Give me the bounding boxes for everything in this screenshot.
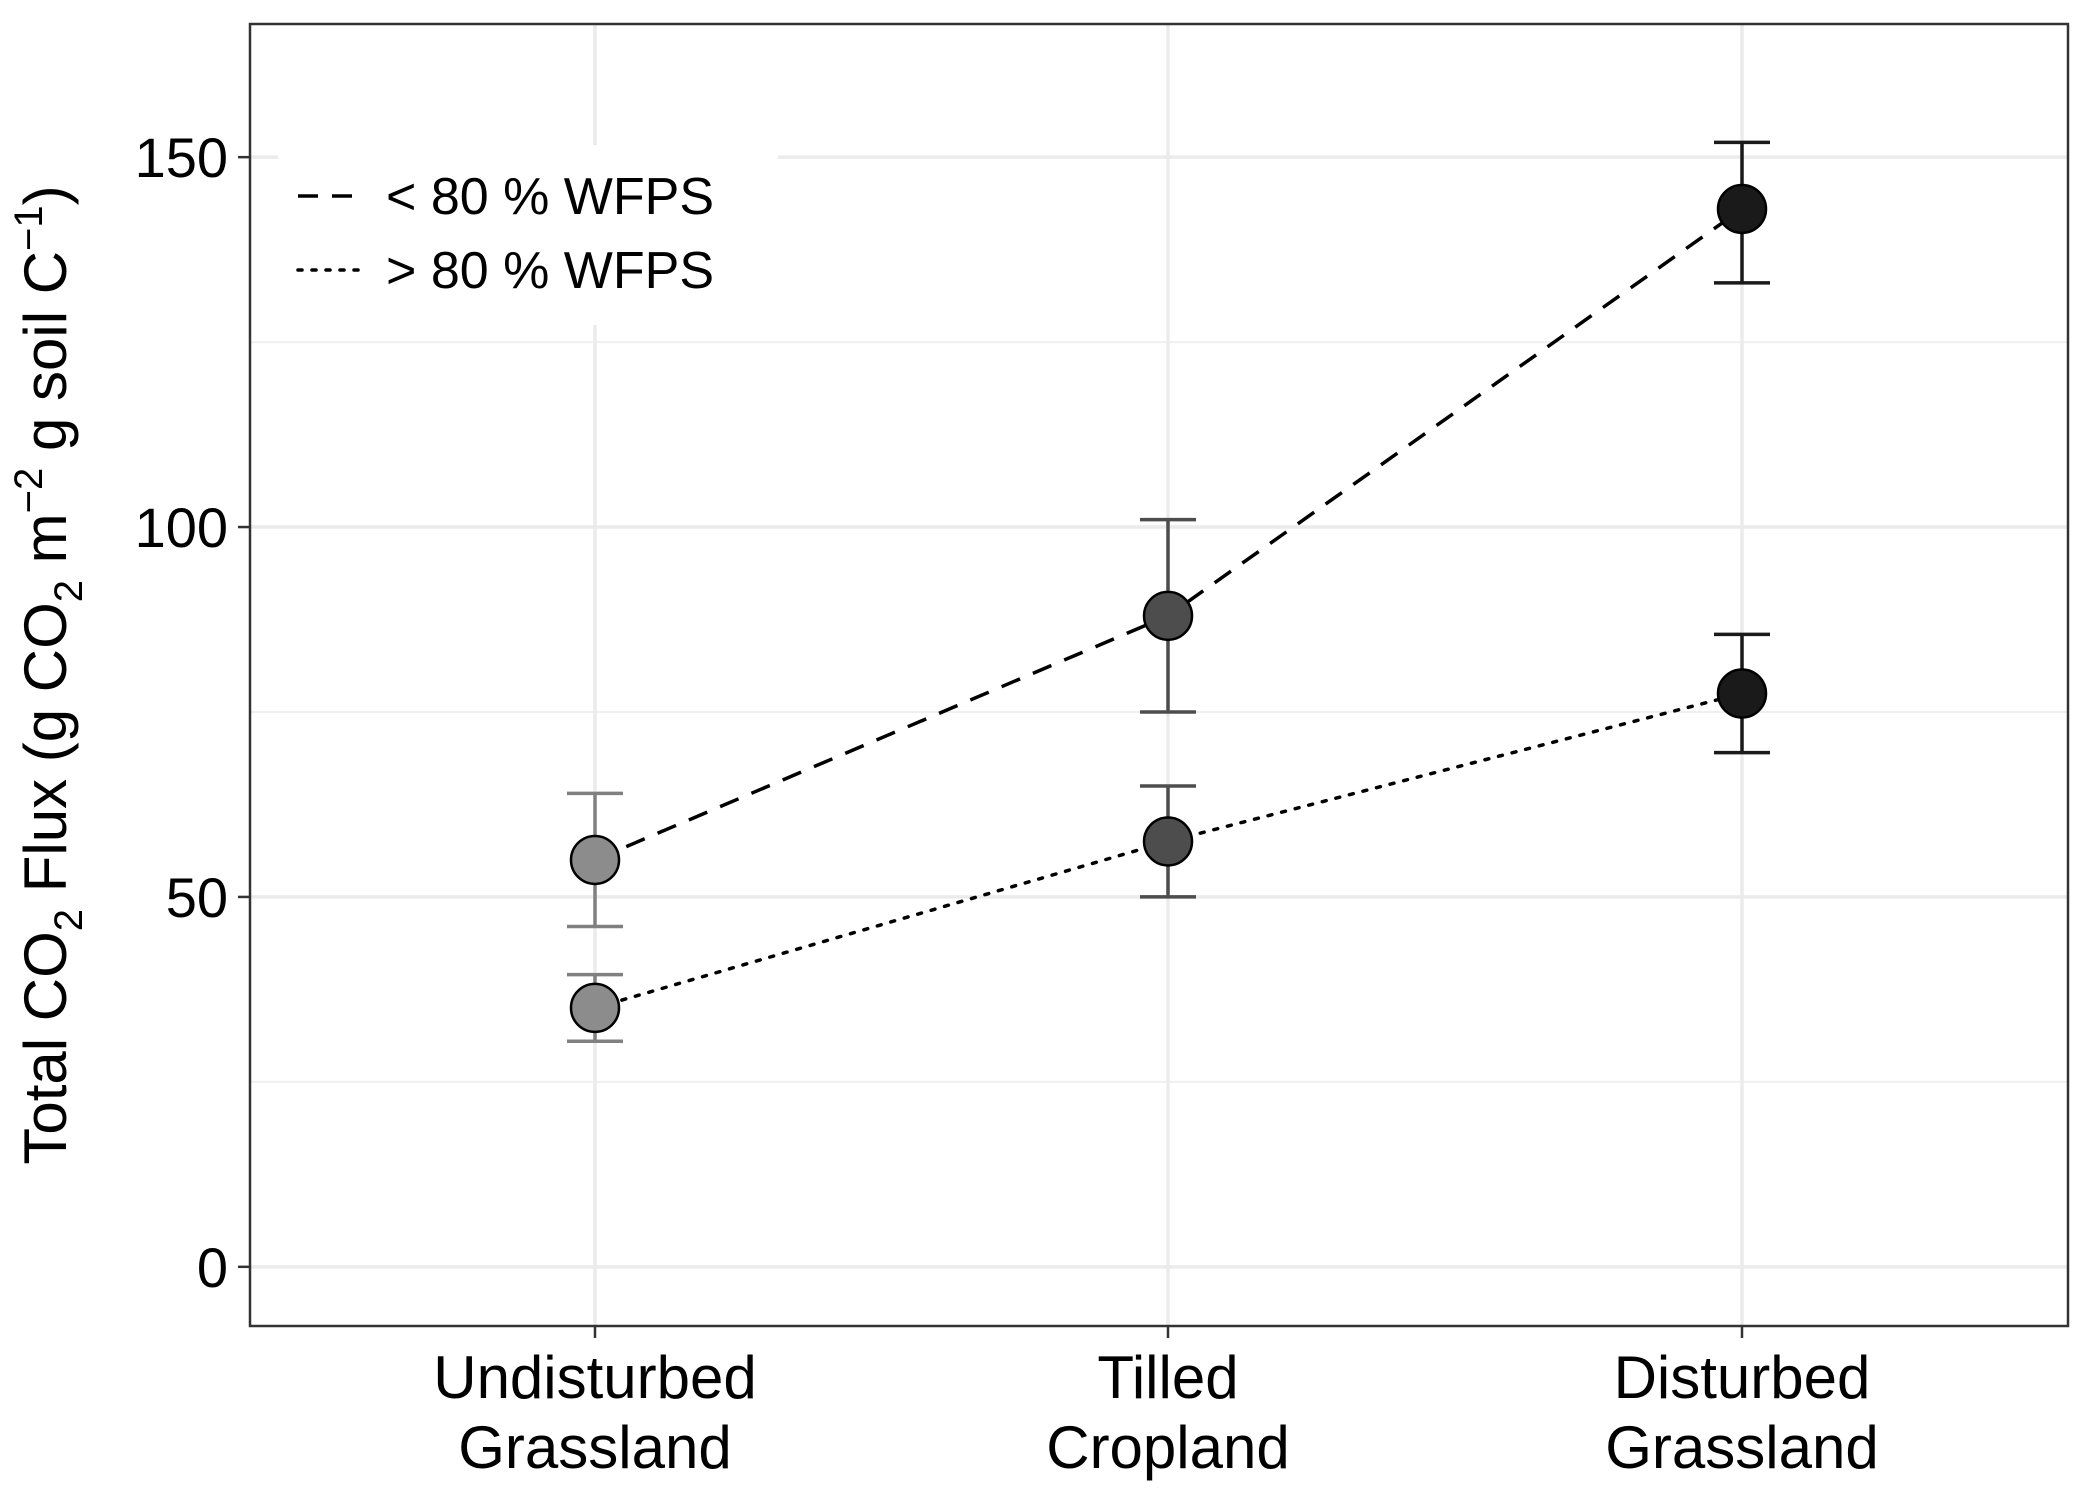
y-axis: 0 50 100 150 bbox=[135, 126, 250, 1299]
y-axis-label: Total CO2 Flux (g CO2 m−2 g soil C−1) bbox=[7, 185, 91, 1164]
x-tick-label: Tilled Cropland bbox=[1046, 1344, 1290, 1481]
data-point bbox=[1142, 816, 1194, 867]
data-points bbox=[569, 183, 1768, 1034]
error-bars bbox=[567, 140, 1770, 1043]
x-tick-label: Undisturbed Grassland bbox=[433, 1344, 757, 1481]
y-tick-label: 100 bbox=[135, 496, 228, 559]
series-line-1 bbox=[593, 691, 1744, 1010]
data-point bbox=[1142, 590, 1194, 642]
legend-background bbox=[278, 145, 778, 325]
legend: < 80 % WFPS > 80 % WFPS bbox=[278, 145, 778, 325]
plot-border bbox=[248, 22, 2070, 1328]
x-axis: Undisturbed Grassland Tilled Cropland Distur… bbox=[433, 1326, 1879, 1481]
data-point bbox=[1716, 668, 1768, 719]
legend-label-1: > 80 % WFPS bbox=[386, 242, 714, 300]
data-point bbox=[1716, 183, 1768, 235]
data-point bbox=[569, 982, 621, 1034]
legend-label-0: < 80 % WFPS bbox=[386, 168, 714, 226]
y-tick-label: 0 bbox=[197, 1236, 228, 1299]
data-point bbox=[569, 834, 621, 886]
x-tick-label: Disturbed Grassland bbox=[1605, 1344, 1878, 1481]
y-tick-label: 150 bbox=[135, 126, 228, 189]
y-tick-label: 50 bbox=[166, 866, 228, 929]
